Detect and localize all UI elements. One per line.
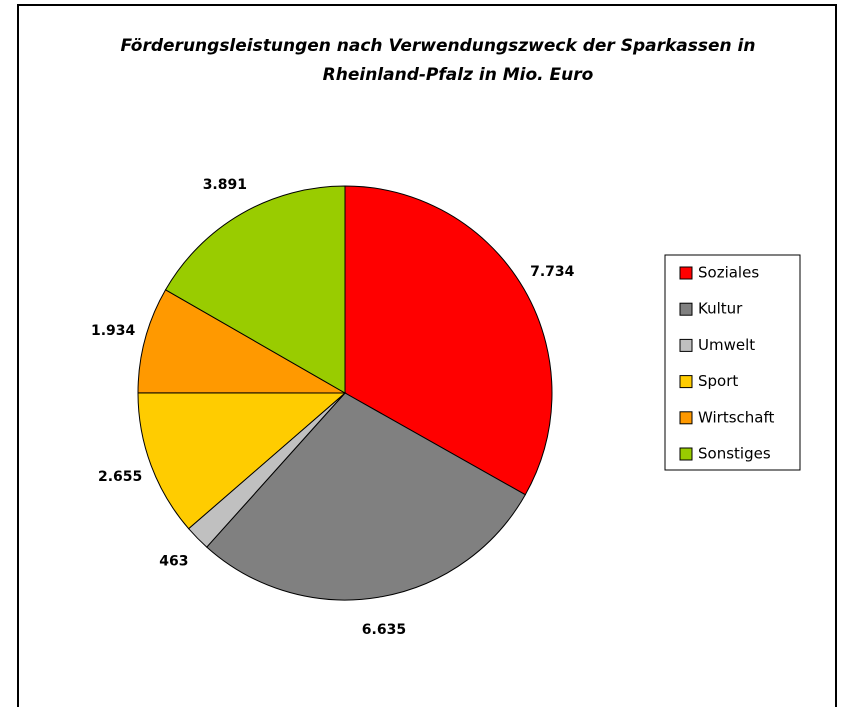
pie-slice: [164, 185, 346, 394]
legend-label: Sonstiges: [698, 445, 771, 463]
data-label: 7.734: [530, 264, 575, 280]
legend-box: [664, 254, 801, 471]
pie-slice: [206, 392, 526, 601]
data-label: 6.635: [362, 622, 406, 638]
pie-slice: [137, 289, 347, 394]
legend-swatch: [679, 338, 693, 352]
pie-slice: [344, 185, 553, 496]
data-label: 2.655: [98, 469, 142, 485]
pie-slice: [137, 392, 347, 530]
legend-label: Kultur: [698, 300, 743, 318]
legend-swatch: [679, 266, 693, 280]
legend-swatch: [679, 375, 693, 389]
legend-swatch: [679, 411, 693, 425]
data-label: 3.891: [203, 177, 247, 193]
legend-swatch: [679, 302, 693, 316]
data-label: 1.934: [91, 323, 136, 339]
legend-label: Wirtschaft: [698, 408, 774, 426]
legend-label: Soziales: [698, 264, 759, 282]
data-label: 463: [159, 553, 188, 569]
legend-swatch: [679, 447, 693, 461]
legend-label: Sport: [698, 372, 738, 390]
chart-title: Förderungsleistungen nach Verwendungszwe…: [121, 36, 756, 56]
legend-label: Umwelt: [698, 336, 755, 354]
chart-title: Rheinland-Pfalz in Mio. Euro: [323, 65, 594, 85]
chart-frame: [17, 4, 837, 707]
